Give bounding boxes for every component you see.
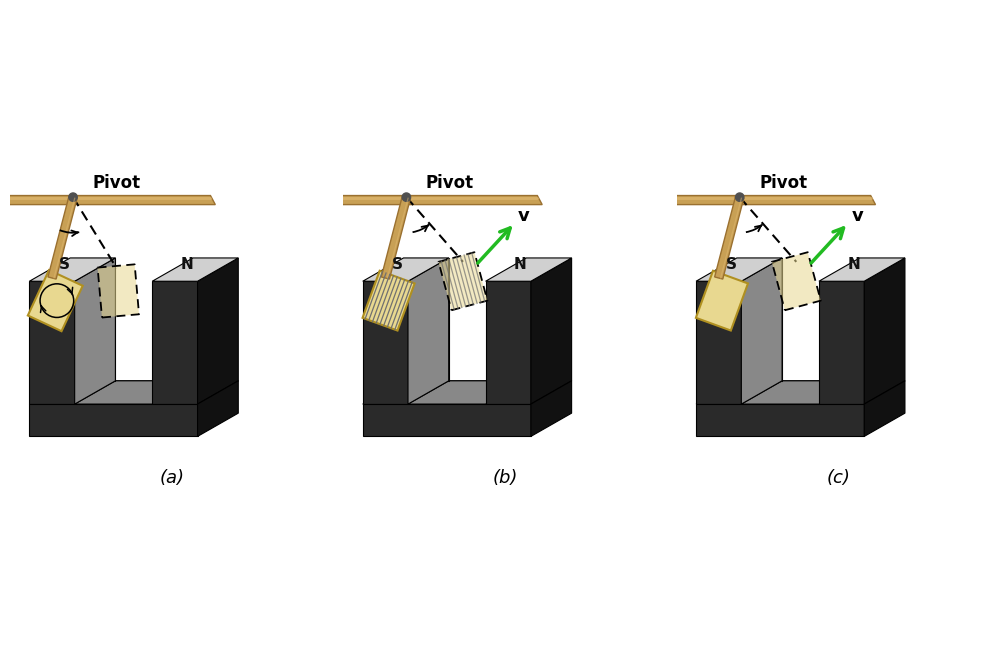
Polygon shape xyxy=(720,197,742,279)
Polygon shape xyxy=(819,281,864,404)
Polygon shape xyxy=(70,258,115,381)
Polygon shape xyxy=(387,197,409,279)
Text: (c): (c) xyxy=(826,470,850,488)
Text: (b): (b) xyxy=(492,470,518,488)
Polygon shape xyxy=(486,258,572,281)
Text: N: N xyxy=(514,257,527,272)
Polygon shape xyxy=(363,258,449,281)
Circle shape xyxy=(69,193,77,201)
Polygon shape xyxy=(531,258,572,404)
Polygon shape xyxy=(696,404,864,436)
Polygon shape xyxy=(696,271,748,330)
Text: (a): (a) xyxy=(159,470,184,488)
Polygon shape xyxy=(29,381,238,404)
Polygon shape xyxy=(864,381,905,436)
Polygon shape xyxy=(381,196,410,279)
Polygon shape xyxy=(741,258,782,404)
Text: N: N xyxy=(181,257,193,272)
Text: S: S xyxy=(59,257,70,272)
Text: S: S xyxy=(392,257,403,272)
Text: v: v xyxy=(851,208,863,225)
Text: Pivot: Pivot xyxy=(426,174,474,193)
Polygon shape xyxy=(28,270,83,331)
Polygon shape xyxy=(408,258,449,404)
Polygon shape xyxy=(715,196,744,279)
Polygon shape xyxy=(363,281,408,404)
Polygon shape xyxy=(864,258,905,404)
Text: Pivot: Pivot xyxy=(759,174,807,193)
Polygon shape xyxy=(75,258,115,404)
Polygon shape xyxy=(29,404,198,436)
Polygon shape xyxy=(152,258,238,281)
Polygon shape xyxy=(0,195,215,204)
Polygon shape xyxy=(819,258,905,281)
Polygon shape xyxy=(486,281,531,404)
Polygon shape xyxy=(363,271,415,330)
Polygon shape xyxy=(29,258,115,281)
Text: S: S xyxy=(725,257,736,272)
Polygon shape xyxy=(772,252,821,310)
Text: v: v xyxy=(518,208,530,225)
Polygon shape xyxy=(737,258,782,381)
Polygon shape xyxy=(696,281,741,404)
Text: Pivot: Pivot xyxy=(92,174,141,193)
Text: N: N xyxy=(847,257,860,272)
Polygon shape xyxy=(324,195,542,204)
Polygon shape xyxy=(29,281,75,404)
Circle shape xyxy=(736,193,744,201)
Polygon shape xyxy=(696,258,782,281)
Polygon shape xyxy=(198,258,238,404)
Polygon shape xyxy=(741,381,860,404)
Polygon shape xyxy=(657,195,876,204)
Polygon shape xyxy=(48,196,77,279)
Polygon shape xyxy=(98,264,139,317)
Polygon shape xyxy=(152,281,198,404)
Polygon shape xyxy=(531,381,572,436)
Polygon shape xyxy=(198,381,238,436)
Polygon shape xyxy=(75,381,193,404)
Polygon shape xyxy=(439,252,487,310)
Polygon shape xyxy=(53,197,75,279)
Polygon shape xyxy=(363,381,572,404)
Circle shape xyxy=(402,193,411,201)
Polygon shape xyxy=(363,404,531,436)
Polygon shape xyxy=(696,381,905,404)
Polygon shape xyxy=(408,381,526,404)
Polygon shape xyxy=(403,258,449,381)
